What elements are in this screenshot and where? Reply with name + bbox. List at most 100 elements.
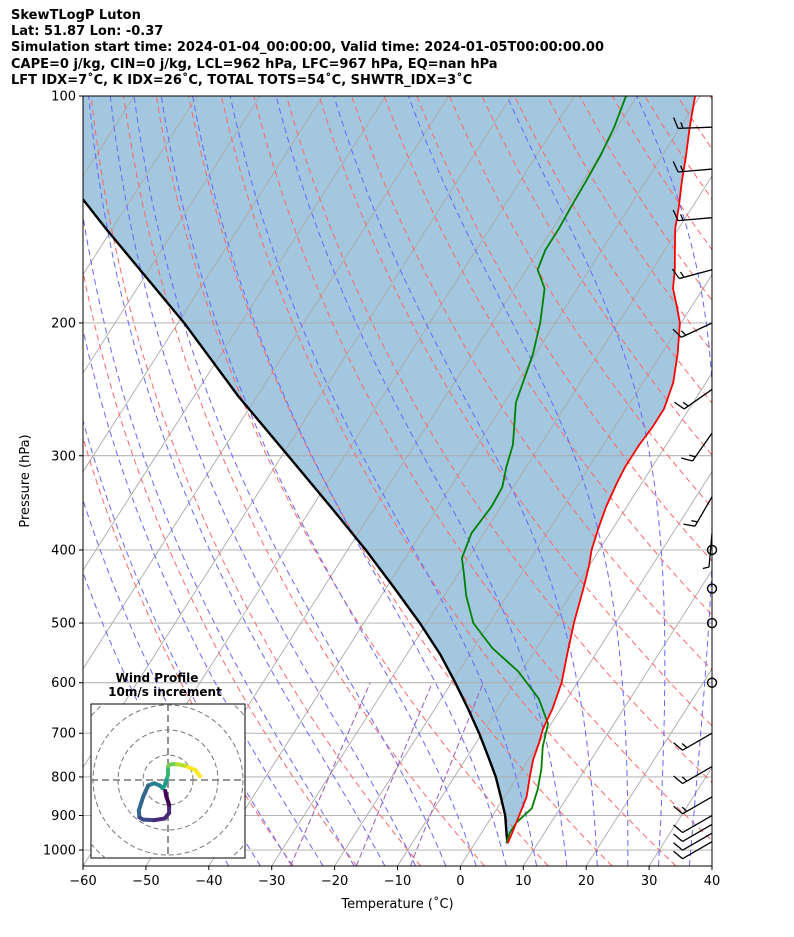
dry-adiabat-line (83, 269, 358, 866)
wind-barb-half-feather (681, 806, 688, 812)
wind-barb (673, 832, 713, 851)
x-axis-label: Temperature (˚C) (340, 896, 453, 912)
wind-barb-half-feather (691, 519, 698, 523)
y-tick-label: 300 (51, 449, 76, 464)
dry-adiabat-line (123, 96, 485, 866)
wind-barb-feather (673, 824, 683, 834)
moist-adiabat-line (109, 96, 416, 866)
y-tick-label: 900 (51, 809, 76, 824)
hodograph-plot (91, 704, 245, 858)
wind-barb-feather (674, 401, 685, 410)
wind-barb-feather (673, 742, 683, 751)
wind-barb-staff (682, 832, 713, 851)
wind-barb-calm (706, 617, 718, 629)
hodograph-segment (141, 783, 151, 799)
wind-barb (673, 117, 713, 130)
moist-adiabat-line (88, 96, 386, 866)
wind-barb-staff (694, 496, 713, 527)
x-tick-label: −30 (258, 874, 285, 889)
isotherm-line (334, 273, 712, 866)
mixing-ratio-line (409, 682, 484, 866)
x-tick-label: −60 (69, 874, 96, 889)
wind-barb (672, 322, 713, 338)
wind-barb-staff (682, 732, 713, 751)
wind-barb (672, 161, 713, 173)
wind-barb (673, 823, 713, 843)
hodograph-subtitle: 10m/s increment (108, 685, 222, 699)
x-tick-label: −50 (132, 874, 159, 889)
moist-adiabat-line (83, 327, 324, 866)
x-tick-label: −40 (195, 874, 222, 889)
x-tick-label: 0 (456, 874, 464, 889)
simulation-times: Simulation start time: 2024-01-04_00:00:… (11, 40, 604, 55)
wind-barb-feather (681, 457, 693, 462)
hodograph-segment (163, 789, 169, 799)
dry-adiabat-line (676, 96, 712, 150)
y-tick-label: 200 (51, 316, 76, 331)
wind-barb-feather (672, 161, 679, 173)
dry-adiabat-line (775, 96, 794, 866)
isotherm-line (397, 372, 712, 866)
x-tick-label: −10 (384, 874, 411, 889)
wind-barb-feather (673, 833, 683, 842)
isotherm-line (0, 96, 71, 866)
wind-barb-staff (678, 168, 713, 173)
wind-barb-feather (683, 523, 696, 527)
isotherm-line (83, 96, 261, 375)
wind-barb (702, 533, 713, 570)
wind-barb (681, 432, 713, 462)
wind-barb (674, 388, 713, 410)
moist-adiabat-line (83, 213, 355, 866)
x-tick-label: 20 (578, 874, 595, 889)
wind-barb-staff (682, 841, 713, 860)
wind-barb-staff (678, 217, 713, 222)
wind-barb-half-feather (682, 401, 689, 407)
wind-barb-half-feather (702, 566, 710, 570)
convective-indices: CAPE=0 j/kg, CIN=0 j/kg, LCL=962 hPa, LF… (11, 57, 498, 72)
wind-barb-half-feather (679, 271, 685, 278)
wind-barb (683, 496, 713, 527)
isotherm-line (83, 96, 449, 670)
dry-adiabat-line (351, 96, 712, 671)
wind-barb (673, 796, 713, 815)
y-tick-label: 500 (51, 617, 76, 632)
wind-barb-calm (706, 677, 718, 688)
wind-barb-staff (682, 796, 713, 815)
dry-adiabat-line (188, 96, 613, 866)
dry-adiabat-line (743, 96, 794, 866)
mixing-ratio-line (290, 682, 371, 866)
wind-barb-feather (673, 805, 683, 815)
isotherm-line (83, 96, 387, 572)
y-tick-label: 1000 (43, 844, 76, 859)
wind-barb-half-feather (681, 776, 688, 782)
stability-indices: LFT IDX=7˚C, K IDX=26˚C, TOTAL TOTS=54˚C… (11, 73, 473, 88)
moist-adiabat-line (275, 96, 568, 866)
dry-adiabat-line (286, 96, 712, 784)
wind-barb-feather (672, 328, 682, 338)
wind-barb (671, 268, 713, 280)
wind-barb-calm (706, 544, 718, 556)
y-tick-label: 400 (51, 543, 76, 558)
y-axis-label: Pressure (hPa) (18, 434, 33, 527)
moist-adiabat-line (720, 96, 782, 866)
wind-barb-half-feather (679, 214, 684, 221)
isotherm-line (522, 569, 712, 866)
moist-adiabat-line (506, 96, 666, 866)
isotherm-line (0, 96, 8, 866)
isotherm-line (271, 175, 712, 866)
wind-barb-staff (680, 322, 713, 338)
wind-barb-staff (682, 814, 713, 834)
wind-barb (673, 814, 713, 834)
location-coords: Lat: 51.87 Lon: -0.37 (11, 24, 164, 39)
hodograph-segment (136, 794, 146, 813)
wind-barb-half-feather (680, 122, 684, 129)
isotherm-line (460, 470, 712, 866)
moist-adiabat-line (407, 96, 629, 866)
dry-adiabat-line (83, 436, 294, 866)
wind-barb-half-feather (680, 330, 687, 336)
y-tick-label: 800 (51, 770, 76, 785)
dry-adiabat-line (90, 96, 422, 866)
moist-adiabat-line (83, 418, 293, 866)
wind-barb-half-feather (681, 743, 688, 749)
